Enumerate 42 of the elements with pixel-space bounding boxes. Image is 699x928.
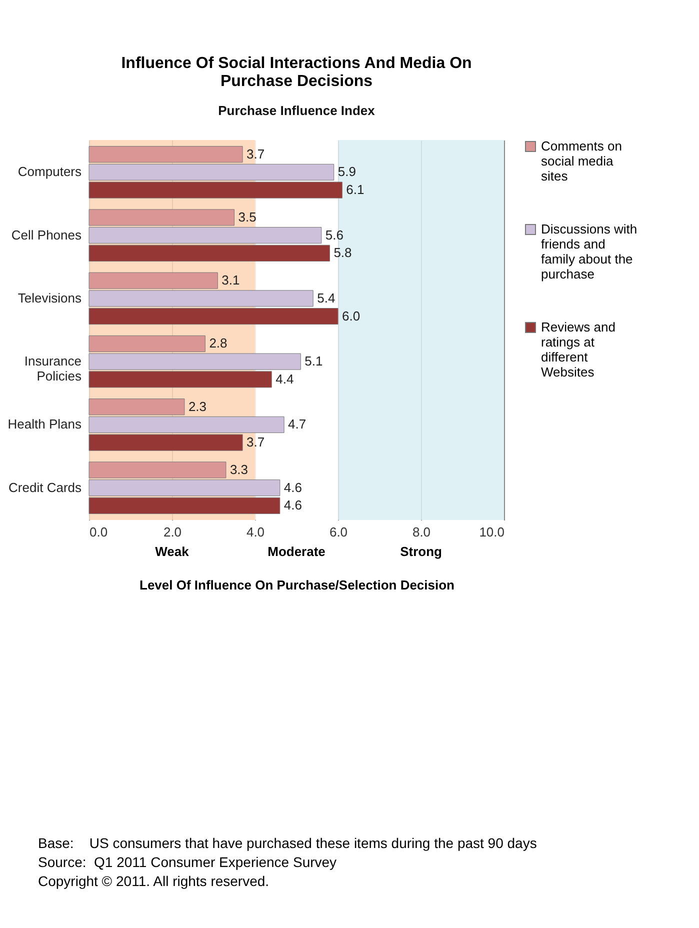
x-tick-label: 10.0 [479, 524, 504, 540]
data-label: 4.6 [284, 480, 302, 495]
data-label: 3.7 [246, 146, 265, 162]
band-label: Weak [155, 544, 190, 559]
data-label: 5.4 [317, 290, 336, 306]
text: Copyright © 2011. All rights reserved. [38, 873, 270, 889]
source-note: Source: Q1 2011 Consumer Experience Survey [38, 854, 338, 870]
data-label: 6.0 [342, 308, 360, 324]
x-axis-title: Level Of Influence On Purchase/Selection Decision [140, 578, 455, 592]
data-label: 3.3 [230, 462, 248, 477]
y-tick-label: Computers [18, 164, 82, 180]
chart-subtitle: Purchase Influence Index [218, 103, 376, 118]
y-tick-label: Televisions [18, 290, 82, 306]
y-tick-label: Credit Cards [8, 480, 82, 495]
data-label: 5.9 [338, 164, 356, 180]
band-label: Moderate [268, 544, 326, 559]
x-tick-label: 4.0 [246, 524, 265, 540]
x-tick-label: 2.0 [163, 524, 182, 540]
data-label: 5.8 [334, 245, 352, 260]
data-label: 5.6 [325, 227, 344, 242]
data-label: 4.6 [284, 498, 302, 513]
band-label: Strong [400, 544, 442, 559]
data-label: 6.1 [346, 182, 364, 198]
x-tick-label: 0.0 [90, 524, 108, 540]
legend-label: Comments on social media sites [541, 138, 622, 184]
x-tick-label: 6.0 [329, 524, 348, 540]
data-label: 2.3 [188, 398, 207, 414]
data-label: 3.1 [222, 272, 240, 288]
y-tick-label: Health Plans [8, 416, 82, 432]
data-label: 5.1 [304, 354, 323, 369]
data-label: 4.4 [276, 371, 294, 386]
data-label: 4.7 [288, 416, 306, 432]
data-label: 3.5 [238, 209, 256, 224]
y-tick-label: Insurance Policies [24, 354, 82, 384]
chart-title: Influence Of Social Interactions And Media On Purchase Decisions [121, 55, 472, 90]
legend-label: Discussions with friends and family about the purchase [541, 222, 638, 282]
text: Base: US consumers that have purchased these items during the past 90 days [38, 835, 538, 851]
y-tick-label: Cell Phones [11, 227, 82, 242]
data-label: 3.7 [246, 434, 265, 450]
data-label: 2.8 [209, 336, 228, 351]
x-tick-label: 8.0 [412, 524, 431, 540]
legend-label: Reviews and ratings at different Websites [541, 320, 616, 380]
